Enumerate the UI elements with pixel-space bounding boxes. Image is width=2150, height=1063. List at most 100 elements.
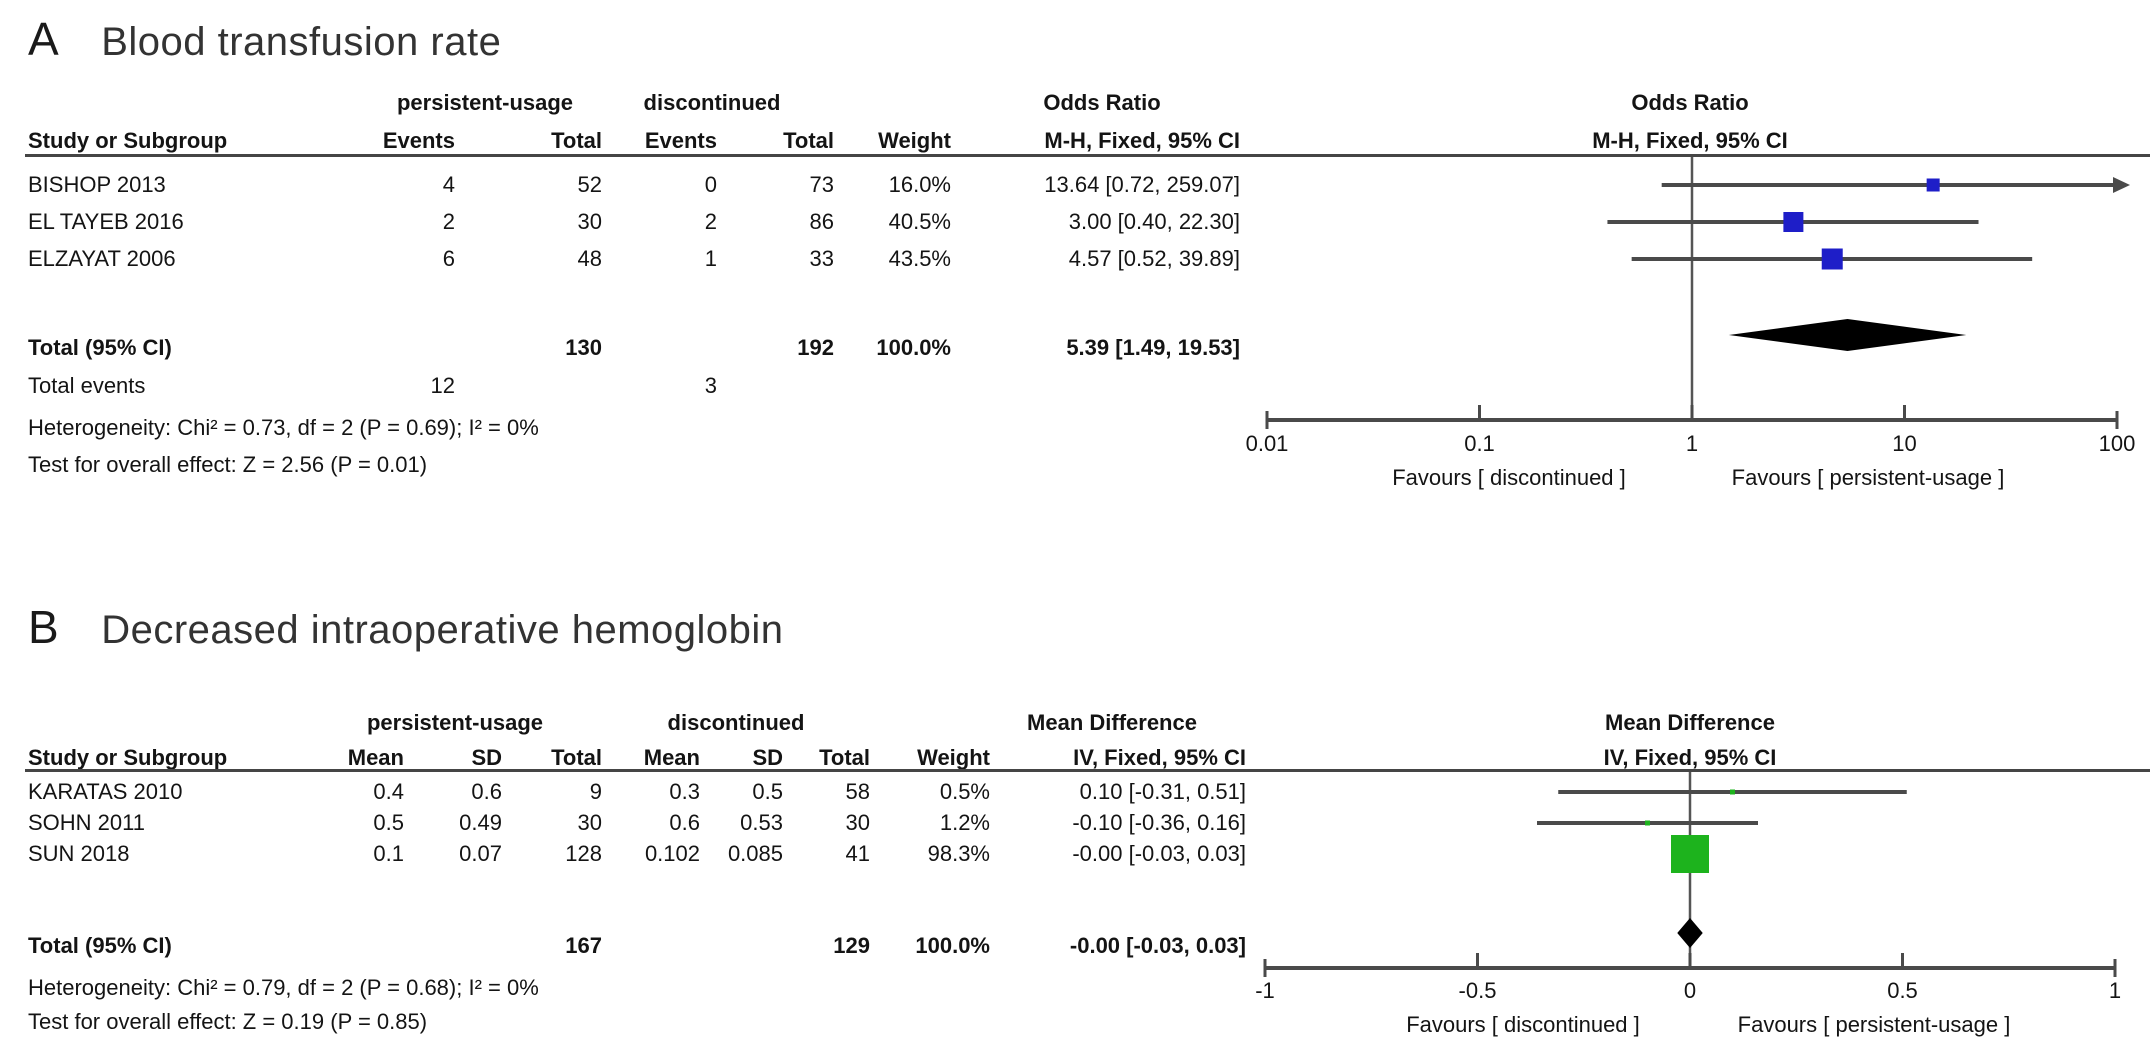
col-sd-2: SD [752,745,783,770]
axis-tick-label: 0 [1684,978,1696,1003]
weight: 40.5% [888,209,951,234]
total-n-2: 129 [833,933,870,958]
col-total-2: Total [819,745,870,770]
weight: 16.0% [888,172,951,197]
effect-marker [1821,248,1843,270]
col-study: Study or Subgroup [28,128,228,153]
effect-marker [1671,835,1709,873]
col-weight: Weight [878,128,951,153]
plot-effect-header: Mean Difference [1605,710,1775,735]
col-ci: IV, Fixed, 95% CI [1073,745,1246,770]
panel-b-title-text: Decreased intraoperative hemoglobin [101,608,784,652]
study-name: KARATAS 2010 [28,779,183,804]
overall-effect-note: Test for overall effect: Z = 0.19 (P = 0… [28,1009,428,1034]
effect-marker [1926,178,1940,192]
total-events-1: 12 [430,373,455,398]
total-n-1: 130 [565,335,602,360]
weight: 98.3% [927,841,990,866]
mean-2: 0.6 [669,810,700,835]
mean-1: 0.4 [373,779,404,804]
study-name: SUN 2018 [28,841,130,866]
panel-b-letter: B [28,601,60,653]
group-header-persistent-usage: persistent-usage [396,90,574,115]
plot-effect-header: Odds Ratio [1631,90,1749,115]
events-2: 0 [704,172,717,197]
col-total-2: Total [783,128,834,153]
col-study: Study or Subgroup [28,745,228,770]
favours-right-label: Favours [ persistent-usage ] [1738,1012,2011,1037]
overall-effect-note: Test for overall effect: Z = 2.56 (P = 0… [28,452,428,477]
study-row: BISHOP 2013 4 52 0 73 16.0% 13.64 [0.72,… [28,172,1240,198]
sd-1: 0.49 [459,810,502,835]
axis-tick-label: -1 [1255,978,1275,1003]
total-weight: 100.0% [876,335,951,360]
plot-method-header: IV, Fixed, 95% CI [1603,745,1777,770]
group-header-discontinued: discontinued [643,90,781,115]
forest-plot-b: -1 -0.5 0 0.5 1 Favours [ discontinued ] Favou… [1255,772,2121,1037]
total-n-2: 192 [797,335,834,360]
col-mean-1: Mean [347,745,404,770]
total-label: Total (95% CI) [28,335,172,360]
total-1: 9 [589,779,602,804]
favours-right-label: Favours [ persistent-usage ] [1732,465,2005,490]
panel-b: B Decreased intraoperative hemoglobin per… [0,560,2150,1063]
total-2: 30 [845,810,870,835]
study-name: BISHOP 2013 [28,172,166,197]
ci-text: -0.10 [-0.36, 0.16] [1072,810,1246,835]
axis-tick-label: 10 [1892,431,1916,456]
header-rule [25,154,2150,157]
events-1: 6 [442,246,455,271]
weight: 43.5% [888,246,951,271]
study-name: EL TAYEB 2016 [28,209,184,234]
total-2: 73 [809,172,834,197]
sd-1: 0.07 [459,841,502,866]
events-2: 2 [704,209,717,234]
ci-text: 13.64 [0.72, 259.07] [1044,172,1240,197]
mean-1: 0.1 [373,841,404,866]
column-header-row: Study or Subgroup Mean SD Total Mean SD … [28,745,1246,771]
total-label: Total (95% CI) [28,933,172,958]
col-mean-2: Mean [643,745,700,770]
heterogeneity-note: Heterogeneity: Chi² = 0.79, df = 2 (P = … [28,975,539,1000]
ci-text: -0.00 [-0.03, 0.03] [1072,841,1246,866]
total-row: Total (95% CI) 167 129 100.0% -0.00 [-0.… [28,933,1246,959]
pooled-diamond [1728,319,1967,351]
study-row: EL TAYEB 2016 2 30 2 86 40.5% 3.00 [0.40… [28,209,1240,235]
total-ci-text: -0.00 [-0.03, 0.03] [1069,933,1246,958]
events-1: 4 [442,172,455,197]
panel-b-title: B Decreased intraoperative hemoglobin [28,600,784,654]
total-1: 30 [577,209,602,234]
heterogeneity-note: Heterogeneity: Chi² = 0.73, df = 2 (P = … [28,415,539,440]
sd-2: 0.5 [752,779,783,804]
sd-2: 0.53 [740,810,783,835]
total-1: 128 [565,841,602,866]
total-n-1: 167 [565,933,602,958]
ci-text: 4.57 [0.52, 39.89] [1068,246,1240,271]
sd-1: 0.6 [471,779,502,804]
pooled-diamond [1677,918,1703,948]
total-weight: 100.0% [915,933,990,958]
total-2: 58 [845,779,870,804]
panel-a-title: A Blood transfusion rate [28,12,501,66]
axis-tick-label: 1 [2109,978,2121,1003]
total-ci-text: 5.39 [1.49, 19.53] [1066,335,1240,360]
sd-2: 0.085 [727,841,783,866]
axis-tick-label: 100 [2099,431,2136,456]
events-1: 2 [442,209,455,234]
panel-a: A Blood transfusion rate persistent-usage… [25,12,2150,490]
col-total-1: Total [551,128,602,153]
col-total-1: Total [551,745,602,770]
axis-tick-label: 0.01 [1246,431,1289,456]
favours-left-label: Favours [ discontinued ] [1406,1012,1640,1037]
column-header-row: Study or Subgroup Events Total Events To… [28,128,1240,154]
total-events-2: 3 [704,373,717,398]
mean-2: 0.102 [644,841,700,866]
total-row: Total (95% CI) 130 192 100.0% 5.39 [1.49… [28,335,1240,361]
total-2: 86 [809,209,834,234]
ci-text: 0.10 [-0.31, 0.51] [1079,779,1246,804]
study-name: ELZAYAT 2006 [28,246,176,271]
table-effect-header: Odds Ratio [1043,90,1161,115]
axis-tick-label: 1 [1686,431,1698,456]
ci-arrow [2113,177,2130,193]
study-row: SOHN 2011 0.5 0.49 30 0.6 0.53 30 1.2% -… [28,810,1246,836]
